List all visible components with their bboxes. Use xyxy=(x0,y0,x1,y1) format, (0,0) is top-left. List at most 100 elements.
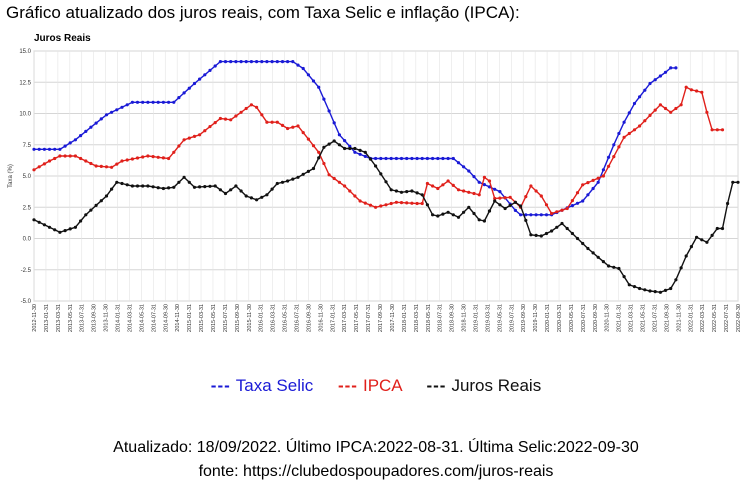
data-point-ipca[interactable] xyxy=(353,194,357,198)
data-point-juros-reais[interactable] xyxy=(296,175,300,179)
data-point-juros-reais[interactable] xyxy=(482,219,486,223)
data-point-juros-reais[interactable] xyxy=(446,210,450,214)
line-chart[interactable]: Juros Reais 15.0 12.5 10.0 7.5 5.0 2.5 0.0 -2.5… xyxy=(0,24,752,348)
data-point-ipca[interactable] xyxy=(653,108,657,112)
data-point-ipca[interactable] xyxy=(663,106,668,111)
data-point-juros-reais[interactable] xyxy=(570,231,575,236)
data-point-juros-reais[interactable] xyxy=(544,231,549,236)
data-point-ipca[interactable] xyxy=(89,161,93,166)
data-point-juros-reais[interactable] xyxy=(581,241,585,246)
data-point-taxa-selic[interactable] xyxy=(581,199,585,203)
data-point-ipca[interactable] xyxy=(534,189,538,193)
data-point-juros-reais[interactable] xyxy=(110,187,114,191)
data-point-taxa-selic[interactable] xyxy=(617,131,621,136)
data-point-juros-reais[interactable] xyxy=(156,186,160,190)
legend-item-juros-reais[interactable]: --- Juros Reais xyxy=(426,376,541,395)
data-point-juros-reais[interactable] xyxy=(394,189,398,193)
data-point-taxa-selic[interactable] xyxy=(482,183,486,187)
data-point-juros-reais[interactable] xyxy=(643,288,647,292)
data-point-taxa-selic[interactable] xyxy=(89,125,93,129)
data-point-ipca[interactable] xyxy=(317,150,321,154)
data-point-taxa-selic[interactable] xyxy=(130,100,134,104)
data-point-taxa-selic[interactable] xyxy=(53,147,57,151)
data-point-juros-reais[interactable] xyxy=(322,145,326,149)
data-point-taxa-selic[interactable] xyxy=(394,156,398,161)
data-point-taxa-selic[interactable] xyxy=(177,96,181,100)
data-point-taxa-selic[interactable] xyxy=(669,66,673,70)
data-point-juros-reais[interactable] xyxy=(115,180,119,184)
data-point-ipca[interactable] xyxy=(280,123,285,127)
data-point-ipca[interactable] xyxy=(110,165,114,169)
data-point-juros-reais[interactable] xyxy=(487,209,492,213)
data-point-juros-reais[interactable] xyxy=(223,191,228,196)
data-point-taxa-selic[interactable] xyxy=(389,156,393,161)
data-point-juros-reais[interactable] xyxy=(679,266,683,270)
data-point-taxa-selic[interactable] xyxy=(451,156,455,161)
data-point-ipca[interactable] xyxy=(311,144,316,148)
data-point-taxa-selic[interactable] xyxy=(374,156,378,161)
data-point-taxa-selic[interactable] xyxy=(622,120,626,124)
data-point-ipca[interactable] xyxy=(669,110,673,114)
data-point-ipca[interactable] xyxy=(550,211,554,216)
data-point-taxa-selic[interactable] xyxy=(431,156,435,161)
data-point-taxa-selic[interactable] xyxy=(607,155,611,159)
data-point-juros-reais[interactable] xyxy=(198,185,202,189)
data-point-ipca[interactable] xyxy=(524,195,528,199)
data-point-juros-reais[interactable] xyxy=(89,208,93,212)
data-point-ipca[interactable] xyxy=(622,135,626,139)
data-point-ipca[interactable] xyxy=(135,156,140,160)
data-point-taxa-selic[interactable] xyxy=(286,60,290,64)
data-point-ipca[interactable] xyxy=(539,194,543,198)
data-point-juros-reais[interactable] xyxy=(306,169,310,173)
data-point-ipca[interactable] xyxy=(498,196,502,200)
data-point-taxa-selic[interactable] xyxy=(529,213,533,217)
data-point-taxa-selic[interactable] xyxy=(327,109,331,113)
data-point-ipca[interactable] xyxy=(431,184,435,188)
data-point-juros-reais[interactable] xyxy=(663,288,668,292)
data-point-taxa-selic[interactable] xyxy=(223,60,228,64)
data-point-taxa-selic[interactable] xyxy=(632,101,637,106)
data-point-ipca[interactable] xyxy=(695,89,699,93)
data-point-ipca[interactable] xyxy=(720,128,725,132)
data-point-ipca[interactable] xyxy=(255,105,259,109)
data-point-taxa-selic[interactable] xyxy=(498,190,502,194)
data-point-taxa-selic[interactable] xyxy=(477,180,481,184)
data-point-taxa-selic[interactable] xyxy=(260,60,264,64)
data-point-juros-reais[interactable] xyxy=(363,150,367,154)
data-point-ipca[interactable] xyxy=(617,145,621,149)
data-point-juros-reais[interactable] xyxy=(456,215,461,219)
data-point-ipca[interactable] xyxy=(249,103,253,107)
data-point-ipca[interactable] xyxy=(68,154,72,158)
data-point-juros-reais[interactable] xyxy=(477,218,481,222)
data-point-ipca[interactable] xyxy=(627,131,631,136)
data-point-juros-reais[interactable] xyxy=(513,200,518,204)
data-point-taxa-selic[interactable] xyxy=(379,156,383,161)
data-point-ipca[interactable] xyxy=(327,173,331,177)
data-point-juros-reais[interactable] xyxy=(410,189,414,193)
data-point-juros-reais[interactable] xyxy=(519,204,523,208)
data-point-taxa-selic[interactable] xyxy=(187,86,191,90)
data-point-juros-reais[interactable] xyxy=(358,148,362,152)
data-point-ipca[interactable] xyxy=(332,176,336,181)
data-point-ipca[interactable] xyxy=(291,125,295,129)
data-point-taxa-selic[interactable] xyxy=(135,100,140,104)
data-point-taxa-selic[interactable] xyxy=(441,156,445,161)
data-point-taxa-selic[interactable] xyxy=(280,60,285,64)
data-point-ipca[interactable] xyxy=(596,176,600,180)
data-point-ipca[interactable] xyxy=(301,131,305,135)
data-point-ipca[interactable] xyxy=(203,129,207,133)
data-point-juros-reais[interactable] xyxy=(622,275,626,279)
data-point-ipca[interactable] xyxy=(99,164,103,168)
data-point-ipca[interactable] xyxy=(384,203,388,207)
data-point-juros-reais[interactable] xyxy=(255,198,259,202)
data-point-taxa-selic[interactable] xyxy=(446,156,450,161)
data-point-taxa-selic[interactable] xyxy=(255,60,259,64)
data-point-ipca[interactable] xyxy=(560,208,564,212)
data-point-juros-reais[interactable] xyxy=(244,194,248,198)
data-point-juros-reais[interactable] xyxy=(141,184,145,188)
source-link[interactable]: fonte: https://clubedospoupadores.com/ju… xyxy=(198,463,554,480)
data-point-juros-reais[interactable] xyxy=(135,184,140,188)
data-point-taxa-selic[interactable] xyxy=(146,100,150,104)
data-point-taxa-selic[interactable] xyxy=(301,66,305,71)
data-point-ipca[interactable] xyxy=(260,113,264,117)
